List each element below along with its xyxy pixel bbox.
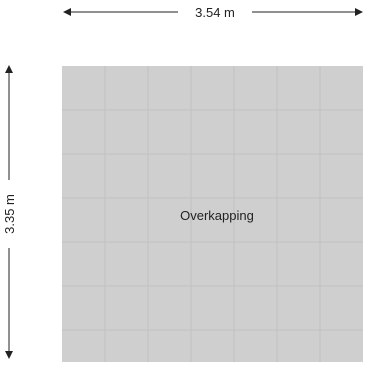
width-label: 3.54 m [195, 5, 235, 20]
tile-grid [62, 66, 363, 362]
room-label: Overkapping [180, 208, 254, 223]
height-label: 3.35 m [2, 194, 17, 234]
room-overkapping [62, 66, 363, 362]
width-dimension: 3.54 m [63, 5, 363, 20]
height-dimension: 3.35 m [2, 65, 17, 359]
